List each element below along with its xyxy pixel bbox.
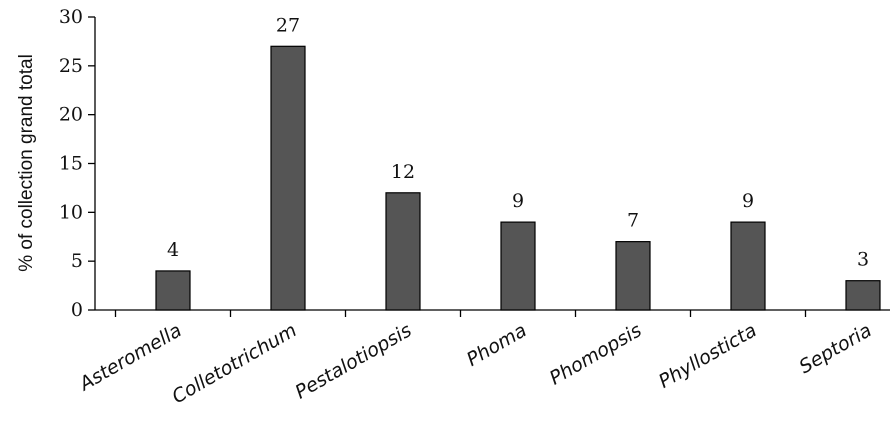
data-label: 7 [627,210,639,232]
bar [730,221,766,311]
y-tick-label: 25 [59,55,83,77]
data-label: 3 [857,249,869,271]
y-axis-title: % of collection grand total [16,54,37,272]
data-labels: 4 27 12 9 7 9 3 [167,14,869,270]
data-label: 4 [167,239,179,261]
data-label: 9 [512,190,524,212]
bars [155,45,881,311]
bar [615,241,651,311]
y-tick-label: 0 [71,299,83,321]
y-tick-label: 5 [71,250,83,272]
bar [270,45,306,311]
data-label: 27 [276,14,300,36]
x-axis [95,309,890,317]
bar [155,270,191,311]
y-axis: 0 5 10 15 20 25 30 [59,6,96,321]
y-tick-label: 15 [59,153,83,175]
bar [500,221,536,311]
data-label: 12 [391,161,415,183]
category-label: Phyllosticta [655,319,760,393]
y-tick-label: 10 [59,201,83,223]
category-label: Phoma [463,319,531,371]
bar [385,192,421,311]
category-label: Pestalotiopsis [291,319,415,403]
category-label: Colletotrichum [168,319,300,408]
bar [845,280,881,311]
category-label: Septoria [796,319,876,378]
data-label: 9 [742,190,754,212]
y-tick-label: 30 [59,6,83,28]
y-tick-label: 20 [59,104,83,126]
category-label: Asteromella [74,319,185,396]
category-label: Phomopsis [546,319,646,389]
